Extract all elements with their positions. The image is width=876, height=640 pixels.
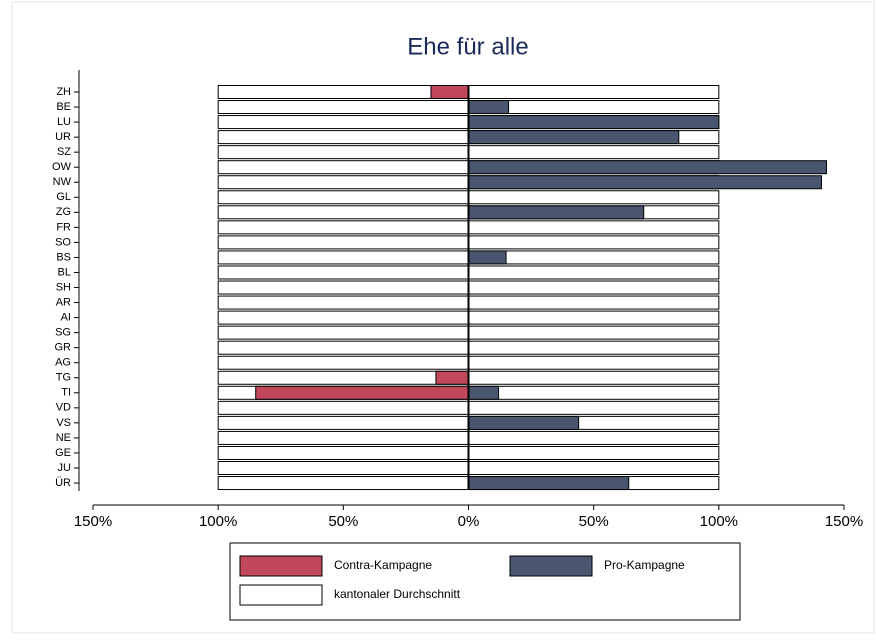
y-tick-label: FR [56, 221, 71, 233]
legend-swatch [239, 555, 323, 577]
bar [468, 100, 510, 115]
bar [468, 415, 580, 430]
y-tick-label: LU [57, 116, 71, 128]
y-tick-label: BS [56, 251, 71, 263]
y-tick-label: ZG [56, 206, 71, 218]
y-tick-label: AG [55, 357, 71, 369]
x-tick-label: 50% [579, 513, 609, 530]
y-tick-label: BE [56, 101, 71, 113]
bar [255, 385, 469, 400]
bar [468, 476, 630, 491]
y-tick-label: NW [53, 176, 72, 188]
bar [468, 160, 827, 175]
y-tick-label: TG [56, 372, 71, 384]
y-tick-label: NE [56, 432, 71, 444]
y-tick-label: VD [56, 402, 71, 414]
bar [468, 175, 822, 190]
y-tick-label: SH [56, 281, 71, 293]
y-tick-label: GL [56, 191, 71, 203]
y-tick-label: OW [52, 161, 72, 173]
y-tick-label: VS [56, 417, 71, 429]
x-tick-label: 150% [74, 513, 112, 530]
legend-label: kantonaler Durchschnitt [334, 587, 461, 601]
y-tick-label: ZH [56, 86, 71, 98]
y-tick-label: AI [61, 312, 71, 324]
legend [229, 542, 741, 621]
bar [468, 130, 680, 145]
y-tick-label: AR [56, 296, 71, 308]
y-tick-label: BL [58, 266, 71, 278]
bar [468, 115, 720, 130]
x-tick-label: 150% [825, 513, 863, 530]
chart-title: Ehe für alle [407, 33, 528, 60]
y-tick-label: GE [55, 447, 71, 459]
x-tick-label: 50% [328, 513, 358, 530]
bar [468, 205, 645, 220]
y-tick-label: SO [55, 236, 71, 248]
bar [468, 250, 507, 265]
x-tick-label: 100% [199, 513, 237, 530]
legend-label: Contra-Kampagne [334, 558, 432, 572]
legend-swatch [239, 584, 323, 606]
bar [430, 85, 470, 99]
legend-swatch [509, 555, 593, 577]
bar [468, 385, 500, 400]
y-tick-label: ÜR [55, 477, 71, 489]
y-tick-label: SG [55, 327, 71, 339]
x-tick-label: 0% [458, 513, 480, 530]
x-tick-label: 100% [700, 513, 738, 530]
y-tick-label: GR [55, 342, 72, 354]
bar [435, 370, 469, 385]
y-tick-label: UR [55, 131, 71, 143]
y-tick-label: JU [58, 462, 72, 474]
y-tick-label: SZ [57, 146, 71, 158]
y-tick-label: TI [61, 387, 71, 399]
legend-label: Pro-Kampagne [604, 558, 685, 572]
